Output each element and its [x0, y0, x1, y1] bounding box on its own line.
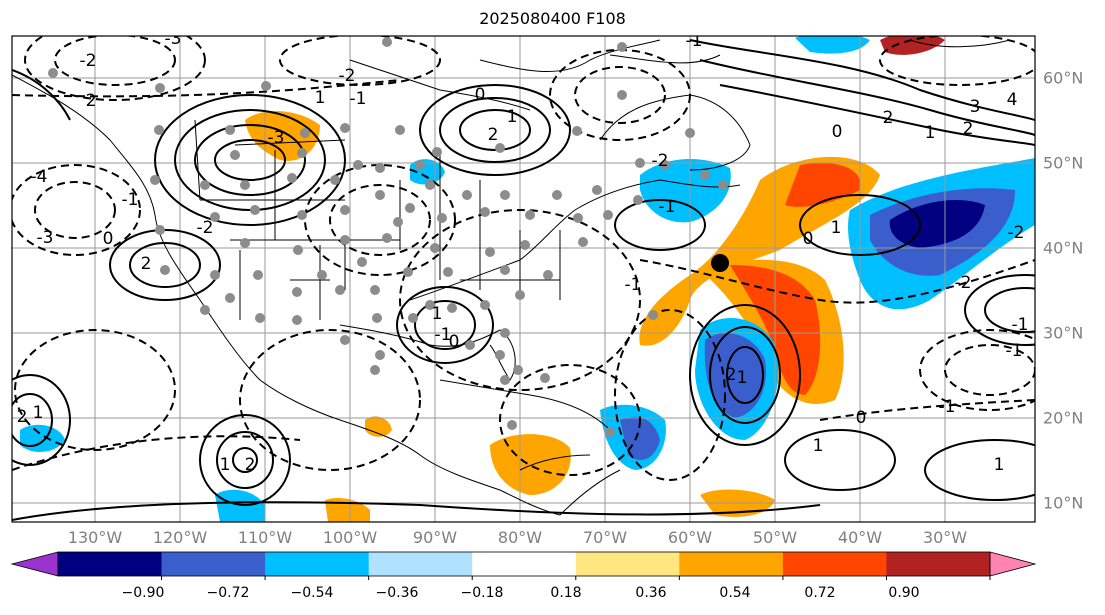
colorbar-tick: 0.90	[888, 585, 920, 601]
contour-label: 1	[813, 436, 824, 456]
colorbar-tick: 0.36	[635, 585, 667, 601]
contour-label: -1	[1006, 341, 1023, 361]
lat-label: 10°N	[1043, 493, 1084, 513]
contour-label: 1	[737, 368, 748, 388]
contour-label: -1	[122, 190, 139, 210]
lon-label: 60°W	[667, 528, 713, 547]
contour-label: 3	[970, 97, 981, 117]
contour-label: -3	[165, 29, 182, 49]
colorbar-extend-high	[989, 551, 1037, 577]
contours-dashed	[12, 36, 1035, 481]
contour-label: 2	[963, 119, 974, 139]
contour-label: 2	[245, 455, 256, 475]
colorbar-segment	[782, 552, 887, 576]
colorbar	[10, 551, 1037, 580]
lon-label: 80°W	[497, 528, 543, 547]
contour-label: 1	[315, 88, 326, 108]
colorbar-tick: 0.18	[550, 585, 582, 601]
contour-label: 2	[488, 125, 499, 145]
contours-solid	[12, 39, 1035, 521]
lat-label: 40°N	[1043, 238, 1084, 258]
contour-label: 1	[831, 218, 842, 238]
colorbar-segment	[161, 552, 266, 576]
contour-label: -2	[339, 66, 356, 86]
colorbar-segment	[58, 552, 163, 576]
colorbar-segment	[472, 552, 577, 576]
lon-label: 30°W	[922, 528, 968, 547]
contour-label: 4	[1007, 90, 1018, 110]
colorbar-tick: −0.90	[121, 585, 165, 601]
contour-label: 0	[856, 408, 867, 428]
contour-label: -1	[686, 31, 703, 51]
contour-label: 0	[803, 229, 814, 249]
contour-label: -2	[955, 273, 972, 293]
lon-label: 40°W	[837, 528, 883, 547]
contour-label: 1	[220, 455, 231, 475]
colorbar-segment	[265, 552, 370, 576]
contour-label: -4	[31, 167, 48, 187]
colorbar-segment	[886, 552, 991, 576]
contour-label: 1	[925, 123, 936, 143]
lat-label: 30°N	[1043, 323, 1084, 343]
coastlines	[12, 39, 1011, 516]
lon-label: 110°W	[237, 528, 293, 547]
contour-label: 0	[449, 332, 460, 352]
contour-label: -3	[268, 128, 285, 148]
contour-label: -1	[1012, 315, 1029, 335]
contour-label: 1	[507, 107, 518, 127]
lon-label: 50°W	[752, 528, 798, 547]
colorbar-segment	[575, 552, 680, 576]
colorbar-tick: −0.72	[206, 585, 250, 601]
station-markers	[48, 37, 728, 437]
colorbar-tick: −0.36	[375, 585, 419, 601]
contour-label: -2	[652, 151, 669, 171]
storm-center-marker	[711, 254, 729, 272]
contour-label: -1	[659, 197, 676, 217]
contour-label: 2	[17, 407, 28, 427]
lon-label: 70°W	[582, 528, 628, 547]
contour-label: 2	[141, 254, 152, 274]
colorbar-tick: 0.54	[719, 585, 751, 601]
lat-label: 50°N	[1043, 153, 1084, 173]
contour-label: -2	[1008, 223, 1025, 243]
colorbar-tick: −0.18	[460, 585, 504, 601]
colorbar-tick: −0.54	[290, 585, 334, 601]
contour-label: 1	[33, 403, 44, 423]
colorbar-extend-low	[10, 551, 59, 577]
lon-label: 90°W	[412, 528, 458, 547]
contour-label: -1	[625, 275, 642, 295]
colorbar-segment	[368, 552, 473, 576]
contour-label: -1	[350, 89, 367, 109]
contour-label: 0	[832, 122, 843, 142]
lon-label: 100°W	[322, 528, 378, 547]
map-title: 2025080400 F108	[479, 9, 626, 28]
contour-label: 2	[883, 108, 894, 128]
lat-label: 60°N	[1043, 68, 1084, 88]
contour-label: 2	[726, 365, 737, 385]
contour-label: 2	[86, 91, 97, 111]
lon-label: 130°W	[67, 528, 123, 547]
contour-label: -1	[939, 397, 956, 417]
contour-label: 1	[432, 304, 443, 324]
lat-label: 20°N	[1043, 408, 1084, 428]
contour-label: -2	[197, 218, 214, 238]
lon-label: 120°W	[152, 528, 208, 547]
contour-label: -1	[435, 325, 452, 345]
contour-label: 0	[103, 229, 114, 249]
map-frame	[11, 35, 1036, 523]
contour-label: -2	[80, 51, 97, 71]
contour-label: 0	[475, 85, 486, 105]
contour-label: 1	[994, 455, 1005, 475]
colorbar-segment	[679, 552, 784, 576]
contour-label: -3	[37, 228, 54, 248]
colorbar-tick: 0.72	[804, 585, 836, 601]
